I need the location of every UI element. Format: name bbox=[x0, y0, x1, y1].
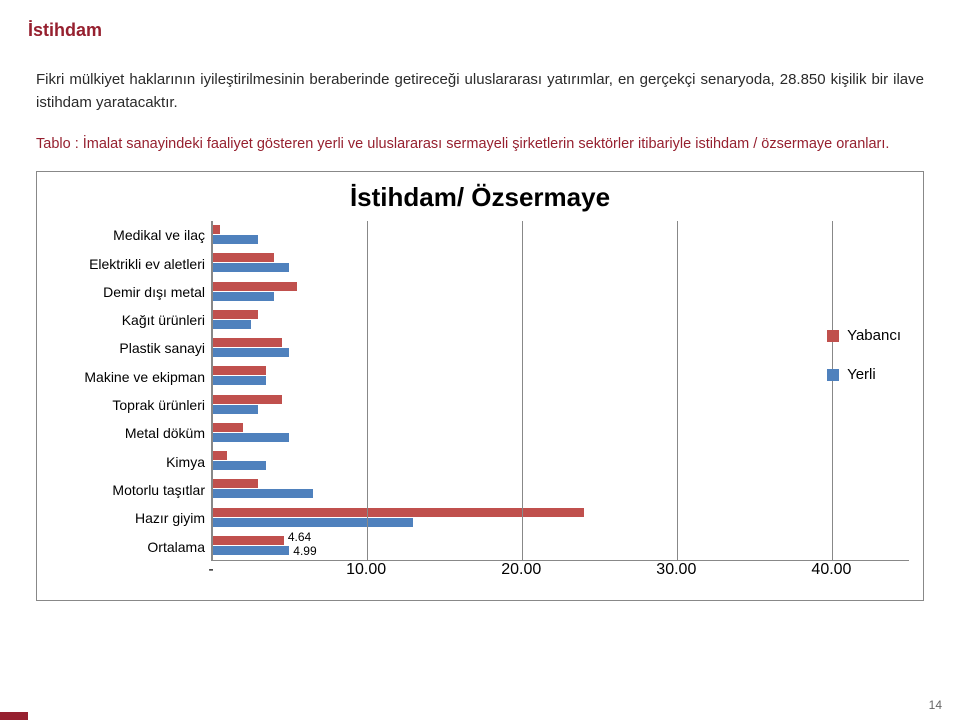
category-label: Plastik sanayi bbox=[51, 336, 205, 360]
bar-yabanci bbox=[212, 310, 258, 319]
bar-yerli bbox=[212, 461, 266, 470]
bar-row bbox=[212, 449, 909, 473]
x-tick-label: 20.00 bbox=[501, 561, 541, 579]
bar-yabanci bbox=[212, 338, 282, 347]
chart-container: İstihdam/ Özsermaye Medikal ve ilaç Elekt… bbox=[36, 171, 924, 601]
gridline bbox=[367, 221, 368, 560]
x-axis: - 10.00 20.00 30.00 40.00 bbox=[211, 561, 909, 583]
bar-row bbox=[212, 308, 909, 332]
bar-yabanci bbox=[212, 253, 274, 262]
bar-yerli bbox=[212, 489, 313, 498]
bar-yabanci bbox=[212, 395, 282, 404]
body-paragraph: Fikri mülkiyet haklarının iyileştirilmes… bbox=[36, 69, 924, 114]
bar-yabanci bbox=[212, 282, 297, 291]
bar-yerli bbox=[212, 263, 289, 272]
bar-row bbox=[212, 506, 909, 530]
bar-row bbox=[212, 251, 909, 275]
bar-row bbox=[212, 393, 909, 417]
bar-yerli bbox=[212, 235, 258, 244]
gridline bbox=[522, 221, 523, 560]
bar-yerli bbox=[212, 376, 266, 385]
legend-label: Yabancı bbox=[847, 327, 901, 344]
bar-yerli bbox=[212, 518, 413, 527]
legend-swatch-icon bbox=[827, 369, 839, 381]
bar-row bbox=[212, 364, 909, 388]
bar-yabanci bbox=[212, 225, 220, 234]
bar-yabanci bbox=[212, 536, 284, 545]
bar-row: 4.644.99 bbox=[212, 534, 909, 558]
bar-row bbox=[212, 477, 909, 501]
bar-yerli bbox=[212, 433, 289, 442]
bar-yabanci bbox=[212, 451, 227, 460]
table-caption: Tablo : İmalat sanayindeki faaliyet göst… bbox=[36, 134, 924, 155]
legend-swatch-icon bbox=[827, 330, 839, 342]
gridline bbox=[677, 221, 678, 560]
bar-yerli bbox=[212, 292, 274, 301]
legend-label: Yerli bbox=[847, 366, 876, 383]
y-axis-labels: Medikal ve ilaç Elektrikli ev aletleri Dem… bbox=[51, 221, 211, 561]
plot-area: 4.644.99 bbox=[211, 221, 909, 561]
bar-row bbox=[212, 280, 909, 304]
bar-value-label: 4.64 bbox=[288, 530, 311, 544]
category-label: Kimya bbox=[51, 450, 205, 474]
chart-title: İstihdam/ Özsermaye bbox=[51, 182, 909, 213]
bar-value-label: 4.99 bbox=[293, 544, 316, 558]
category-label: Elektrikli ev aletleri bbox=[51, 252, 205, 276]
bar-yabanci bbox=[212, 366, 266, 375]
category-label: Ortalama bbox=[51, 535, 205, 559]
footer-accent-icon bbox=[0, 712, 28, 720]
bar-yerli bbox=[212, 320, 251, 329]
bar-yabanci bbox=[212, 479, 258, 488]
bar-row bbox=[212, 336, 909, 360]
bar-yabanci bbox=[212, 508, 584, 517]
page-number: 14 bbox=[929, 698, 942, 712]
bar-row bbox=[212, 421, 909, 445]
bar-yabanci bbox=[212, 423, 243, 432]
page-heading: İstihdam bbox=[28, 20, 932, 41]
x-tick-label: 30.00 bbox=[656, 561, 696, 579]
chart-body: Medikal ve ilaç Elektrikli ev aletleri Dem… bbox=[51, 221, 909, 561]
category-label: Metal döküm bbox=[51, 421, 205, 445]
bar-yerli bbox=[212, 405, 258, 414]
category-label: Kağıt ürünleri bbox=[51, 308, 205, 332]
x-tick-label: 10.00 bbox=[346, 561, 386, 579]
legend-item-yabanci: Yabancı bbox=[827, 327, 901, 344]
category-label: Demir dışı metal bbox=[51, 280, 205, 304]
x-tick-label: 40.00 bbox=[811, 561, 851, 579]
legend: Yabancı Yerli bbox=[827, 327, 901, 405]
category-label: Hazır giyim bbox=[51, 506, 205, 530]
category-label: Motorlu taşıtlar bbox=[51, 478, 205, 502]
bar-yerli bbox=[212, 348, 289, 357]
category-label: Medikal ve ilaç bbox=[51, 223, 205, 247]
bar-yerli bbox=[212, 546, 289, 555]
legend-item-yerli: Yerli bbox=[827, 366, 901, 383]
bar-row bbox=[212, 223, 909, 247]
category-label: Makine ve ekipman bbox=[51, 365, 205, 389]
x-tick-label: - bbox=[208, 561, 213, 579]
category-label: Toprak ürünleri bbox=[51, 393, 205, 417]
gridline bbox=[212, 221, 213, 560]
